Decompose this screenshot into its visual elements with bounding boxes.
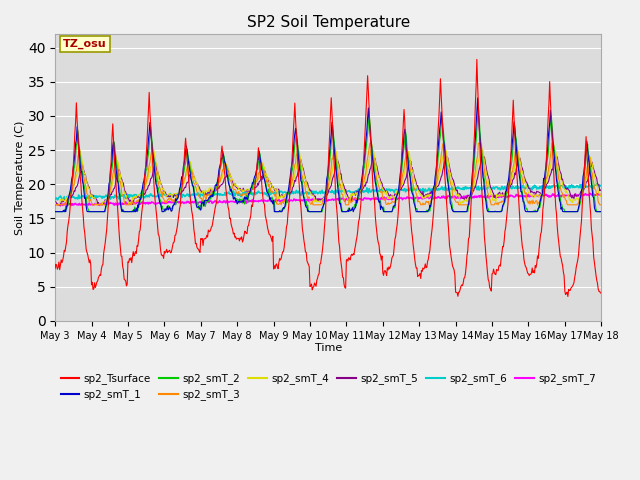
- Line: sp2_smT_7: sp2_smT_7: [55, 193, 600, 206]
- sp2_smT_4: [367, 147, 375, 153]
- sp2_smT_4: [173, 190, 181, 196]
- sp2_smT_2: [474, 104, 482, 109]
- sp2_smT_3: [395, 189, 403, 194]
- X-axis label: Time: Time: [315, 344, 342, 353]
- sp2_smT_7: [173, 199, 181, 205]
- sp2_Tsurface: [61, 248, 69, 254]
- Y-axis label: Soil Temperature (C): Soil Temperature (C): [15, 120, 25, 235]
- sp2_smT_4: [202, 188, 210, 194]
- sp2_Tsurface: [596, 290, 604, 296]
- Line: sp2_Tsurface: sp2_Tsurface: [55, 60, 600, 297]
- sp2_smT_2: [596, 209, 604, 215]
- sp2_smT_7: [202, 200, 210, 206]
- sp2_Tsurface: [564, 294, 572, 300]
- Line: sp2_smT_1: sp2_smT_1: [55, 98, 600, 212]
- sp2_smT_1: [202, 197, 209, 203]
- sp2_smT_3: [202, 196, 210, 202]
- sp2_smT_6: [54, 197, 61, 203]
- sp2_smT_4: [118, 178, 125, 184]
- sp2_smT_5: [54, 202, 61, 208]
- Line: sp2_smT_5: sp2_smT_5: [55, 157, 600, 205]
- sp2_smT_1: [474, 95, 481, 101]
- Text: TZ_osu: TZ_osu: [63, 39, 107, 49]
- sp2_smT_6: [173, 191, 181, 197]
- sp2_smT_5: [62, 196, 70, 202]
- sp2_Tsurface: [410, 248, 418, 254]
- sp2_smT_7: [56, 203, 64, 209]
- sp2_smT_5: [412, 177, 419, 183]
- sp2_smT_1: [596, 209, 604, 215]
- sp2_smT_6: [593, 181, 600, 187]
- sp2_smT_5: [202, 192, 210, 197]
- sp2_smT_6: [51, 196, 59, 202]
- sp2_smT_6: [596, 183, 604, 189]
- sp2_smT_6: [395, 188, 403, 194]
- sp2_smT_7: [596, 192, 604, 198]
- sp2_smT_4: [52, 202, 60, 208]
- sp2_smT_2: [61, 209, 69, 215]
- sp2_smT_5: [173, 192, 181, 198]
- sp2_smT_2: [202, 204, 209, 209]
- sp2_smT_4: [62, 195, 70, 201]
- sp2_smT_5: [118, 177, 125, 182]
- sp2_smT_2: [117, 203, 125, 208]
- sp2_smT_7: [411, 196, 419, 202]
- sp2_smT_4: [412, 180, 419, 186]
- sp2_Tsurface: [394, 213, 402, 219]
- sp2_smT_6: [62, 196, 70, 202]
- sp2_smT_1: [117, 205, 125, 211]
- sp2_smT_1: [173, 198, 180, 204]
- Line: sp2_smT_6: sp2_smT_6: [55, 184, 600, 200]
- sp2_Tsurface: [51, 265, 59, 271]
- sp2_smT_5: [596, 187, 604, 193]
- sp2_smT_1: [394, 190, 402, 195]
- sp2_Tsurface: [117, 253, 125, 259]
- sp2_smT_6: [411, 186, 419, 192]
- Line: sp2_smT_4: sp2_smT_4: [55, 150, 600, 205]
- sp2_smT_7: [118, 202, 125, 207]
- sp2_smT_7: [51, 202, 59, 207]
- sp2_smT_6: [202, 192, 210, 197]
- sp2_smT_2: [394, 191, 402, 196]
- sp2_smT_3: [173, 195, 181, 201]
- sp2_smT_7: [395, 195, 403, 201]
- sp2_smT_1: [410, 200, 418, 205]
- sp2_Tsurface: [202, 236, 209, 241]
- sp2_smT_2: [173, 198, 180, 204]
- sp2_smT_3: [51, 202, 59, 208]
- sp2_smT_4: [596, 193, 604, 199]
- sp2_smT_1: [51, 209, 59, 215]
- sp2_smT_3: [411, 185, 419, 191]
- sp2_smT_3: [117, 184, 125, 190]
- sp2_smT_7: [586, 191, 594, 196]
- Line: sp2_smT_3: sp2_smT_3: [55, 144, 600, 205]
- sp2_Tsurface: [473, 57, 481, 62]
- sp2_smT_3: [61, 202, 69, 208]
- sp2_smT_4: [396, 184, 403, 190]
- Legend: sp2_Tsurface, sp2_smT_1, sp2_smT_2, sp2_smT_3, sp2_smT_4, sp2_smT_5, sp2_smT_6, : sp2_Tsurface, sp2_smT_1, sp2_smT_2, sp2_…: [56, 369, 600, 405]
- sp2_smT_7: [62, 200, 70, 206]
- sp2_smT_5: [396, 187, 403, 193]
- sp2_smT_5: [51, 199, 59, 205]
- sp2_smT_6: [118, 193, 125, 199]
- sp2_Tsurface: [173, 228, 180, 234]
- sp2_smT_3: [148, 141, 156, 146]
- Title: SP2 Soil Temperature: SP2 Soil Temperature: [246, 15, 410, 30]
- sp2_smT_5: [369, 154, 377, 160]
- sp2_smT_4: [51, 200, 59, 205]
- Line: sp2_smT_2: sp2_smT_2: [55, 107, 600, 212]
- sp2_smT_2: [410, 194, 418, 200]
- sp2_smT_2: [51, 209, 59, 215]
- sp2_smT_3: [596, 202, 604, 208]
- sp2_smT_1: [61, 207, 69, 213]
